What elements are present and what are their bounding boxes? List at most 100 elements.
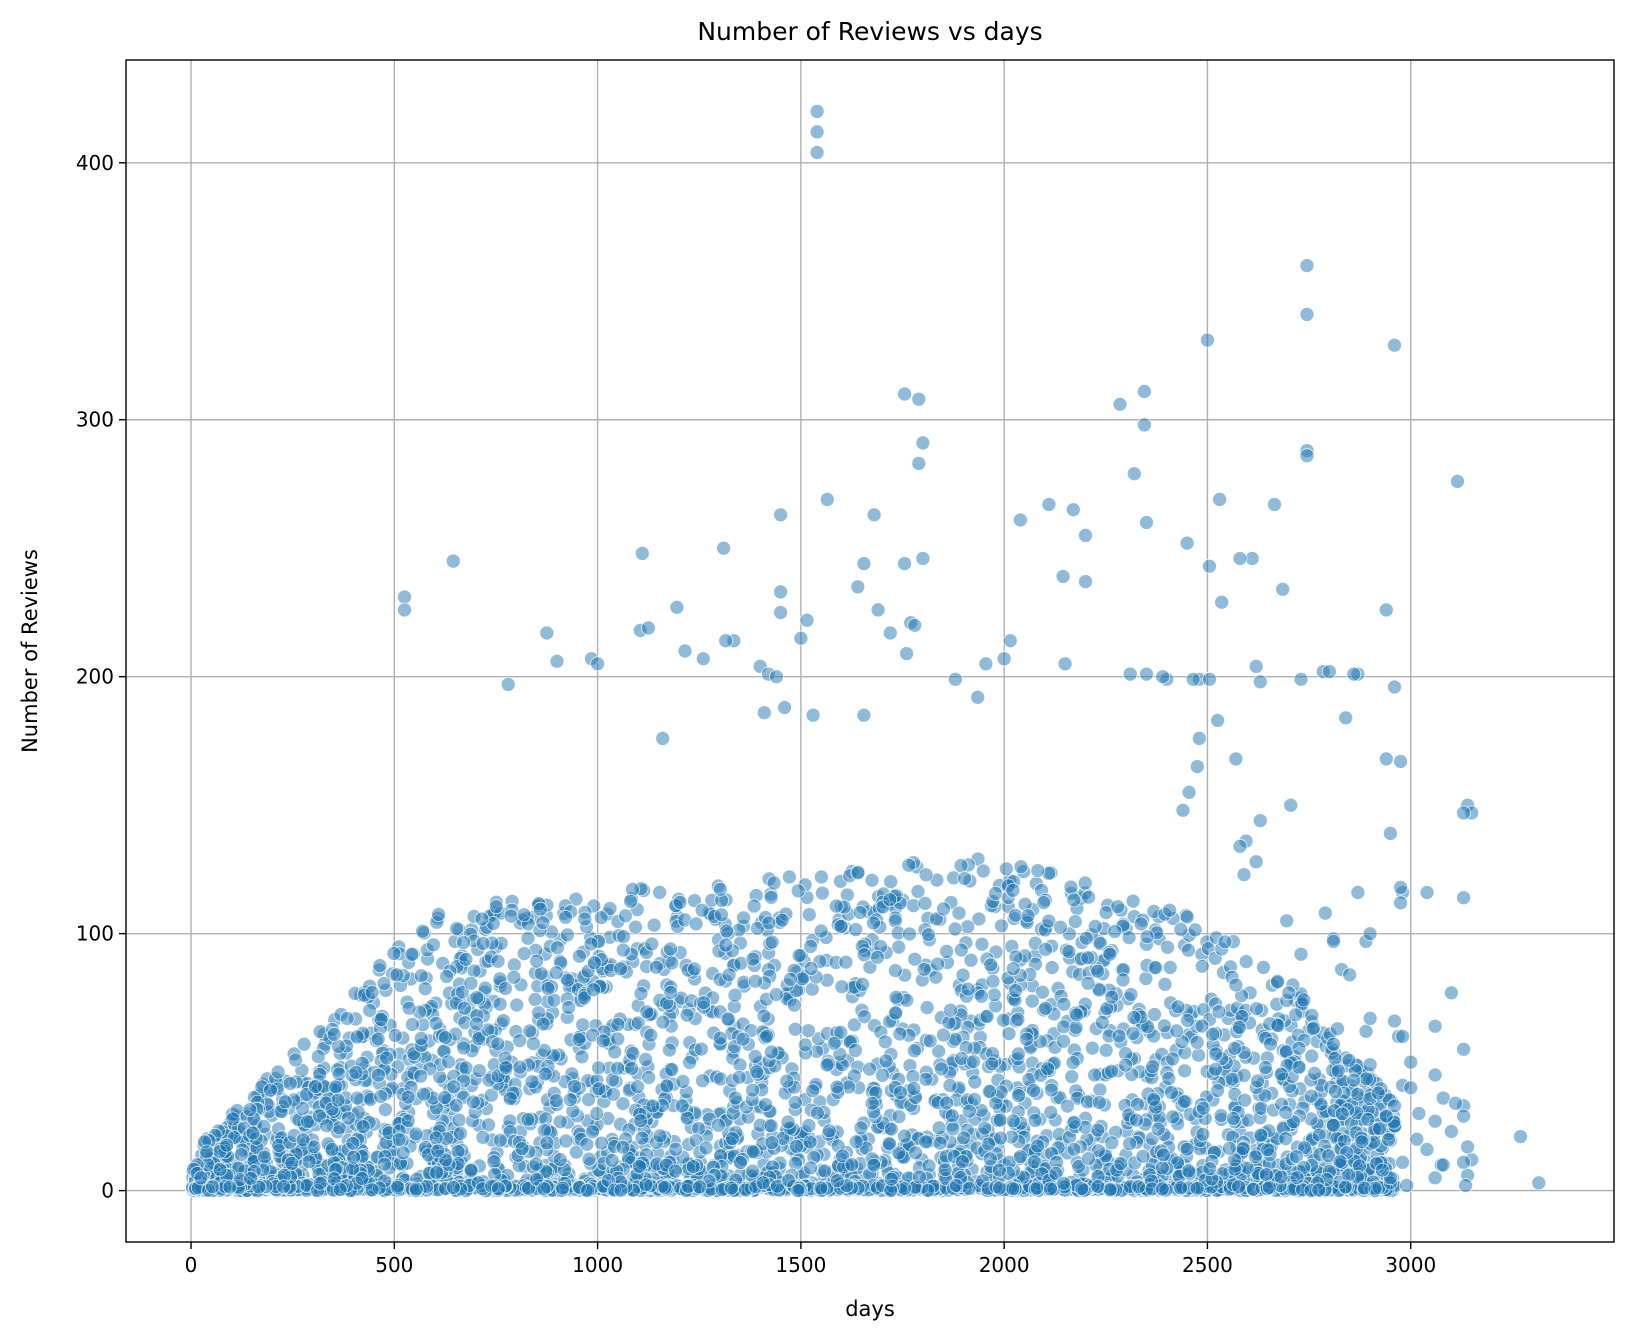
data-point — [606, 1086, 621, 1102]
data-point — [773, 605, 788, 620]
data-point — [692, 1179, 707, 1195]
data-point — [853, 1120, 869, 1136]
data-point — [912, 1169, 927, 1185]
data-point — [1334, 1106, 1350, 1122]
data-point — [371, 1067, 386, 1083]
data-point — [813, 1180, 829, 1196]
y-tick-label: 400 — [76, 151, 114, 175]
data-point — [645, 1098, 661, 1114]
data-point — [787, 1021, 803, 1037]
data-point — [437, 1090, 453, 1105]
data-point — [774, 912, 790, 928]
data-point — [1237, 1092, 1253, 1108]
data-point — [677, 643, 693, 659]
data-point — [295, 1132, 311, 1148]
data-point — [1191, 1047, 1206, 1063]
data-point — [1094, 1015, 1110, 1030]
data-point — [615, 1096, 631, 1111]
data-point — [465, 1094, 481, 1110]
data-point — [764, 934, 780, 950]
data-point — [539, 1135, 555, 1151]
data-point — [1176, 1094, 1192, 1109]
data-point — [1066, 1114, 1082, 1130]
data-point — [907, 951, 923, 967]
data-point — [569, 1144, 584, 1160]
data-point — [1165, 1051, 1181, 1067]
data-point — [1043, 1181, 1058, 1197]
data-point — [1238, 954, 1254, 969]
data-point — [457, 1000, 472, 1016]
data-point — [404, 947, 420, 962]
data-point — [803, 939, 818, 954]
data-point — [985, 973, 1001, 989]
data-point — [469, 1016, 485, 1032]
data-point — [1078, 528, 1093, 543]
data-point — [821, 1123, 837, 1139]
data-point — [988, 886, 1003, 901]
data-point — [1133, 916, 1149, 932]
data-point — [1005, 883, 1021, 898]
data-point — [735, 1031, 751, 1047]
data-point — [856, 947, 872, 963]
data-point — [498, 1060, 514, 1076]
data-point — [1180, 1013, 1195, 1028]
data-point — [548, 965, 564, 981]
x-axis-ticks: 0 500 1000 1500 2000 2500 3000 — [185, 1242, 1436, 1277]
plot-frame — [125, 59, 1615, 1243]
data-point — [1118, 1057, 1133, 1073]
data-point — [931, 1120, 947, 1136]
data-point — [916, 961, 932, 977]
data-point — [532, 901, 548, 917]
data-point — [1296, 1159, 1312, 1175]
data-point — [878, 1053, 894, 1069]
data-point — [1256, 960, 1271, 975]
data-point — [558, 909, 573, 925]
data-point — [801, 1023, 816, 1039]
data-point — [526, 1036, 541, 1051]
data-point — [942, 1078, 958, 1093]
data-point — [1002, 633, 1018, 649]
data-point — [1091, 1143, 1106, 1159]
data-point — [579, 1136, 595, 1152]
data-point — [1341, 1052, 1357, 1068]
data-point — [488, 899, 504, 914]
data-point — [386, 946, 402, 961]
data-point — [1236, 867, 1252, 882]
data-point — [1126, 1010, 1142, 1025]
data-point — [520, 930, 536, 946]
data-point — [1104, 989, 1120, 1005]
data-point — [536, 1043, 552, 1058]
data-point — [1189, 1180, 1205, 1196]
data-point — [1161, 1071, 1177, 1086]
data-point — [1246, 1181, 1261, 1197]
data-point — [833, 918, 849, 934]
data-point — [456, 935, 471, 950]
data-point — [763, 1118, 779, 1134]
data-point — [1085, 1040, 1100, 1056]
data-point — [1005, 961, 1021, 977]
data-point — [766, 875, 782, 891]
y-axis-title: Number of Reviews — [18, 549, 42, 753]
data-point — [910, 884, 926, 899]
data-point — [947, 921, 963, 937]
data-point — [587, 955, 602, 971]
data-point — [574, 1049, 590, 1065]
data-point — [930, 956, 946, 972]
data-point — [1121, 930, 1137, 945]
data-point — [634, 546, 650, 561]
data-point — [809, 124, 825, 140]
data-point — [638, 1052, 653, 1067]
data-point — [1279, 913, 1295, 929]
data-point — [1448, 1095, 1463, 1111]
data-point — [848, 1043, 863, 1058]
data-point — [1040, 1061, 1055, 1077]
data-point — [805, 707, 821, 723]
data-point — [1145, 1059, 1160, 1074]
data-point — [1155, 669, 1171, 685]
data-point — [1456, 805, 1471, 821]
data-point — [618, 908, 633, 924]
data-point — [1278, 1131, 1294, 1147]
data-point — [748, 973, 763, 989]
data-point — [1273, 1169, 1289, 1185]
data-point — [1250, 1073, 1265, 1089]
